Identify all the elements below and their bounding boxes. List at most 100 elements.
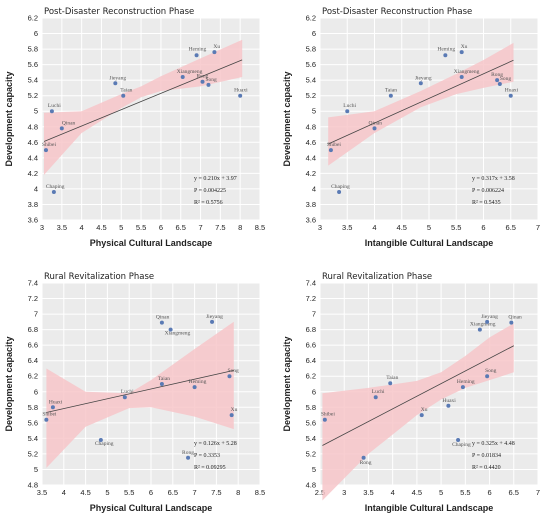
point-label: Chaping [95,441,114,447]
data-point [446,403,451,408]
x-tick-label: 5.5 [124,488,134,497]
point-label: Huaxi [49,399,63,405]
stat-annotation: y = 0.317x + 3.58 [472,176,515,182]
point-label: Heming [189,379,207,385]
data-point [227,374,232,379]
x-tick-label: 7 [536,488,540,497]
y-axis-title: Development capacity [4,71,14,166]
data-point [159,320,164,325]
data-point [485,374,490,379]
data-point [388,93,393,98]
point-label: Qinan [508,315,522,321]
data-point [337,190,342,195]
point-label: Xu [231,407,238,413]
y-axis-title: Development capacity [4,336,14,431]
y-tick-label: 6.4 [28,356,38,365]
point-label: Luchi [372,389,385,395]
point-label: Luchi [48,103,61,109]
data-point [44,417,49,422]
y-tick-label: 4.8 [28,122,38,131]
point-label: Rong [197,74,209,80]
point-label: Shibei [321,412,336,418]
y-tick-label: 3.6 [28,216,38,225]
y-tick-label: 5.4 [28,434,38,443]
y-tick-label: 5.8 [306,403,316,412]
data-point [322,417,327,422]
point-label: Taian [158,376,170,382]
x-tick-label: 6 [487,488,491,497]
x-tick-label: 6.5 [168,488,178,497]
y-tick-label: 5.6 [306,60,316,69]
x-tick-label: 6 [481,223,485,232]
y-tick-label: 4.2 [306,169,316,178]
data-point [419,413,424,418]
y-tick-label: 6.4 [306,356,316,365]
data-point [238,93,243,98]
point-label: Qinan [62,120,76,126]
y-tick-label: 5.6 [28,418,38,427]
regression-line [322,345,514,446]
x-tick-label: 6.5 [509,488,519,497]
y-tick-label: 6.2 [306,14,316,23]
data-point [477,327,482,332]
point-label: Chaping [46,184,65,190]
x-axis-title: Physical Cultural Landscape [90,238,213,248]
point-label: Heming [437,46,455,52]
data-point [206,82,211,87]
y-tick-label: 6 [34,29,38,38]
point-label: Xu [461,44,468,50]
stat-annotation: y = 0.126x + 5.28 [194,441,237,447]
y-tick-label: 5.4 [28,76,38,85]
point-label: Jieyang [109,75,126,81]
y-tick-label: 6.2 [28,372,38,381]
x-tick-label: 4.5 [80,488,90,497]
x-tick-label: 4.5 [397,223,407,232]
data-point [113,81,118,86]
x-tick-label: 4 [62,488,66,497]
x-tick-label: 6.5 [506,223,516,232]
x-tick-label: 7.5 [215,223,225,232]
y-tick-label: 5.2 [28,91,38,100]
y-tick-label: 4.4 [28,153,38,162]
point-label: Huaxi [442,398,456,404]
stat-annotation: R² = 0.09295 [194,465,226,471]
stat-annotation: R² = 0.5756 [194,200,223,206]
stat-annotation: y = 0.325x + 4.48 [472,441,515,447]
y-tick-label: 5.8 [306,45,316,54]
x-tick-label: 7 [193,488,197,497]
data-point [51,190,56,195]
y-tick-label: 4.8 [306,481,316,490]
y-tick-label: 5.6 [306,418,316,427]
y-tick-label: 7 [312,310,316,319]
y-tick-label: 3.8 [28,200,38,209]
data-point [497,82,502,87]
data-point [508,93,513,98]
y-tick-label: 4 [34,184,38,193]
point-label: Luchi [343,103,356,109]
x-tick-label: 7 [536,223,540,232]
data-point [49,109,54,114]
data-point [192,385,197,390]
x-tick-label: 4.5 [412,488,422,497]
y-tick-label: 5 [34,107,38,116]
y-tick-label: 5.8 [28,45,38,54]
data-point [210,319,215,324]
y-tick-label: 5.2 [28,449,38,458]
x-axis-title: Physical Cultural Landscape [90,503,213,513]
y-tick-label: 5.8 [28,403,38,412]
y-tick-label: 5 [312,107,316,116]
y-axis-title: Development capacity [282,71,292,166]
y-tick-label: 4.4 [306,153,316,162]
point-label: Xiangmeng [165,331,191,337]
y-tick-label: 5.2 [306,91,316,100]
x-axis-title: Intangible Cultural Landscape [365,503,494,513]
x-tick-label: 6 [159,223,163,232]
point-label: Shibei [42,142,57,148]
point-label: Taian [386,375,398,381]
y-tick-label: 6.6 [28,341,38,350]
data-point [328,148,333,153]
chart-panel-2: 3 3.5 4 4.5 5 5.5 6 6.5 7 3.6 3.8 4 4.2 4.4 4.6 4.8 5 5.2… [282,7,540,248]
x-tick-label: 7.5 [211,488,221,497]
data-point [459,75,464,80]
